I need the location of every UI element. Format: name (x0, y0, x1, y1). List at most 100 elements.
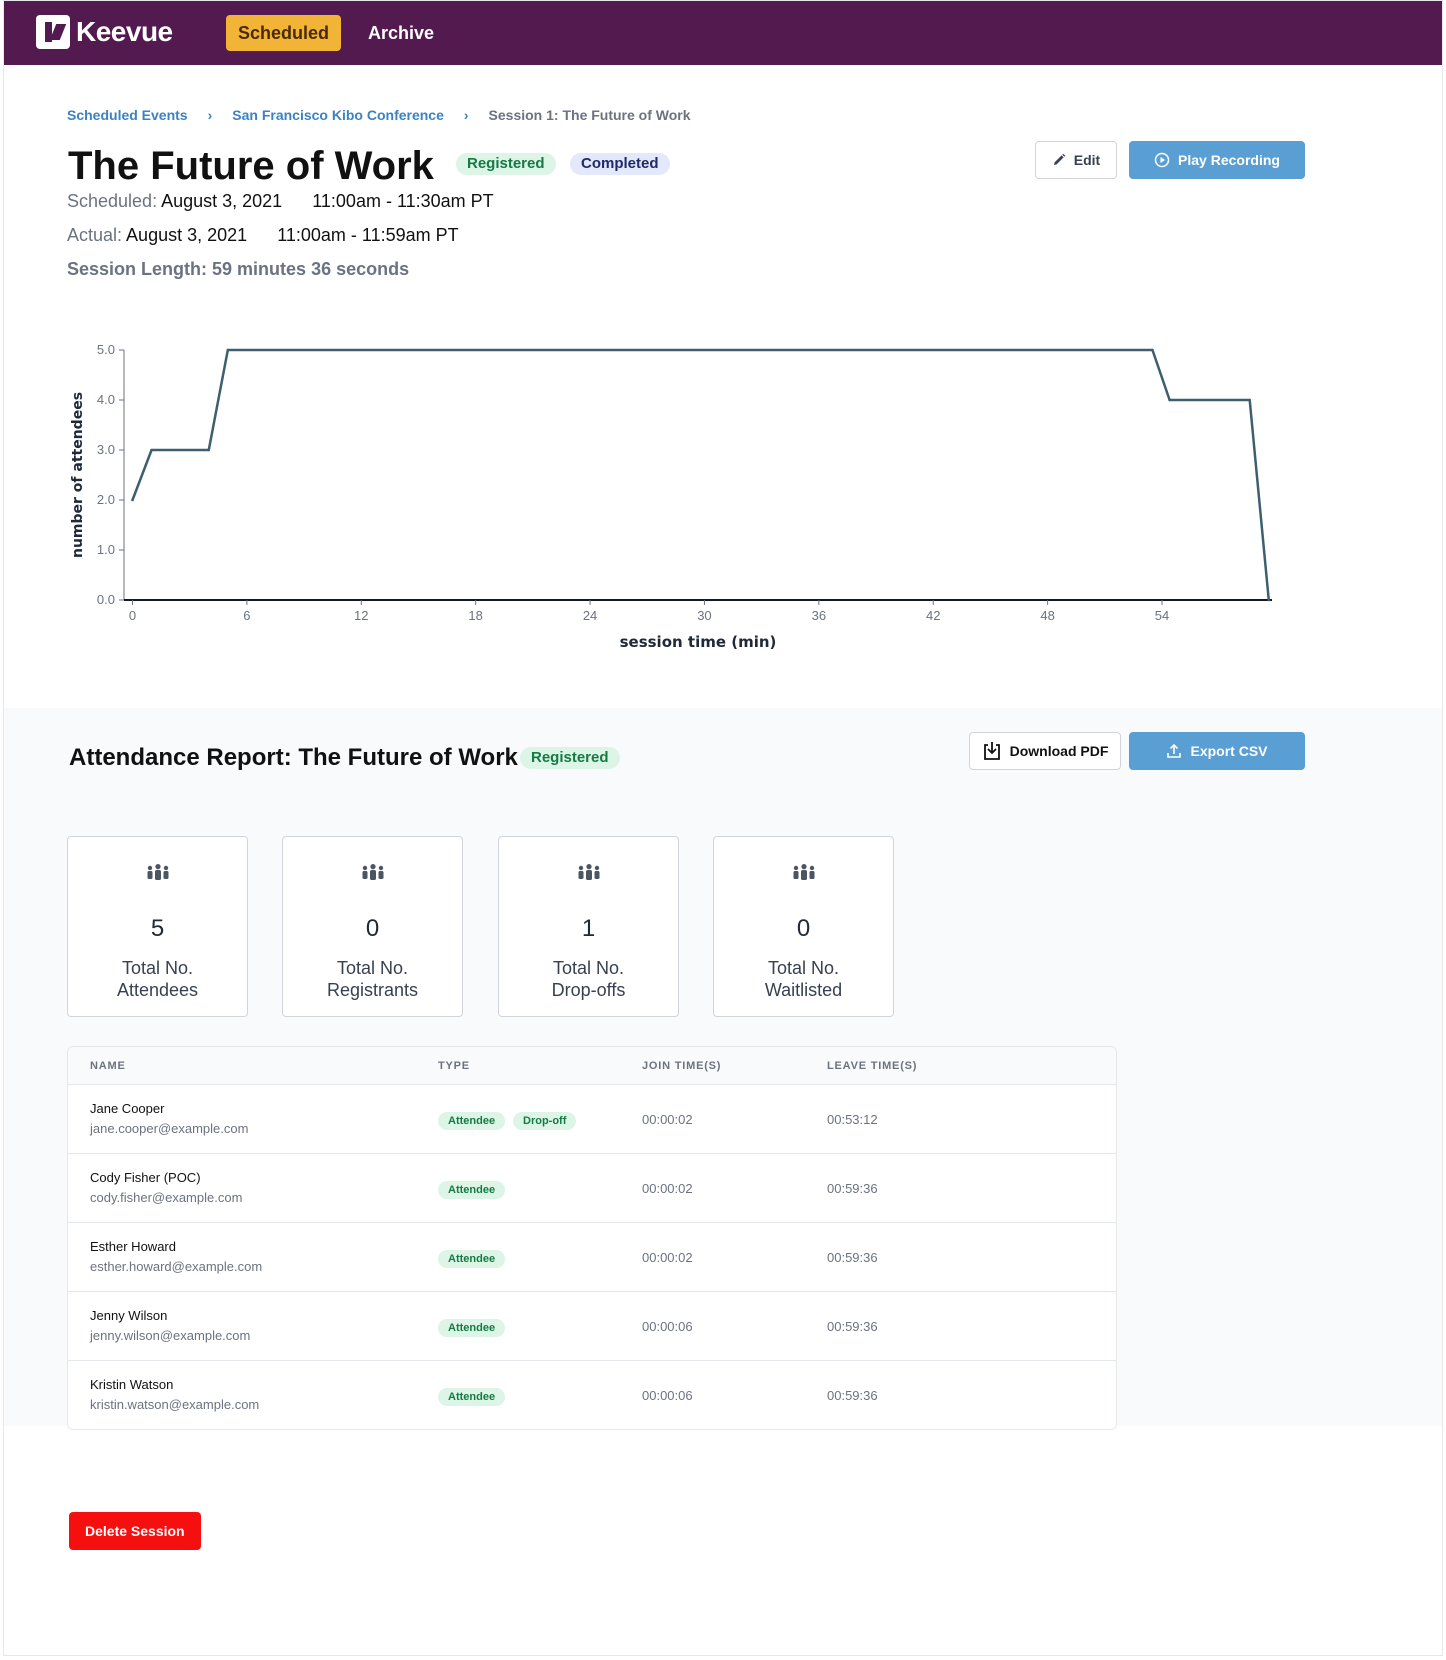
nav-tab-archive[interactable]: Archive (368, 23, 435, 43)
leave-time: 00:59:36 (827, 1388, 878, 1403)
table-row[interactable]: Kristin Watson kristin.watson@example.co… (68, 1361, 1116, 1429)
data-point (150, 448, 153, 452)
attendee-name: Jane Cooper (90, 1101, 165, 1116)
join-time: 00:00:06 (642, 1388, 693, 1403)
attendee-email: esther.howard@example.com (90, 1259, 263, 1274)
table-row[interactable]: Esther Howard esther.howard@example.com … (68, 1223, 1116, 1292)
scheduled-date: August 3, 2021 (161, 191, 283, 211)
chart-y-axis-label: number of attendees (70, 392, 86, 558)
join-time: 00:00:02 (642, 1250, 693, 1265)
people-group-icon (714, 863, 893, 883)
leave-time: 00:59:36 (827, 1181, 878, 1196)
breadcrumb-current: Session 1: The Future of Work (488, 107, 691, 123)
stat-value: 1 (581, 915, 596, 942)
attendee-name: Kristin Watson (90, 1377, 174, 1392)
play-recording-button[interactable]: Play Recording (1129, 141, 1305, 179)
type-tag-attendee: Attendee (438, 1181, 506, 1199)
people-group-icon (499, 863, 678, 883)
data-point (226, 348, 230, 352)
data-point (207, 448, 211, 452)
keevue-logo-icon (36, 15, 70, 49)
report-title: Attendance Report: The Future of Work (69, 744, 518, 771)
session-length-value: 59 minutes 36 seconds (212, 259, 410, 279)
status-badge-completed: Completed (570, 153, 670, 175)
column-header-name[interactable]: NAME (90, 1060, 126, 1072)
top-nav: Keevue Scheduled Archive (4, 1, 1442, 65)
x-tick-label: 36 (812, 608, 826, 623)
table-header: NAME TYPE JOIN TIME(S) LEAVE TIME(S) (68, 1047, 1116, 1085)
chart-x-axis-label: session time (min) (620, 633, 777, 651)
attendee-name: Cody Fisher (POC) (90, 1170, 201, 1185)
export-csv-label: Export CSV (1190, 743, 1268, 759)
type-tag-attendee: Attendee (438, 1250, 506, 1268)
attendance-chart: 0.0 1.0 2.0 3.0 4.0 5.0 0 6 12 18 24 30 36 42 48 54 sess… (70, 342, 1272, 651)
stat-label: Total No. Drop-offs (551, 958, 626, 1000)
play-circle-icon (1154, 152, 1170, 168)
report-status-badge: Registered (520, 747, 620, 769)
chevron-right-icon: › (463, 107, 469, 123)
x-tick-label: 24 (583, 608, 597, 623)
delete-session-button[interactable]: Delete Session (69, 1512, 201, 1550)
data-point (1168, 398, 1171, 402)
logo[interactable]: Keevue (36, 15, 173, 49)
data-point (1248, 398, 1251, 402)
edit-button-label: Edit (1073, 152, 1101, 168)
download-icon (983, 742, 1000, 760)
scheduled-info: Scheduled: August 3, 2021 11:00am - 11:3… (67, 191, 494, 212)
stat-label: Total No. Registrants (326, 958, 419, 1000)
y-tick-label: 2.0 (97, 492, 115, 507)
y-tick-label: 4.0 (97, 392, 115, 407)
stat-value: 5 (150, 915, 165, 942)
export-csv-button[interactable]: Export CSV (1129, 732, 1305, 770)
attendee-name: Esther Howard (90, 1239, 176, 1254)
stat-label: Total No. Waitlisted (764, 958, 843, 1000)
upload-icon (1167, 743, 1182, 758)
x-tick-label: 18 (468, 608, 482, 623)
actual-time: 11:00am - 11:59am PT (277, 225, 459, 245)
join-time: 00:00:06 (642, 1319, 693, 1334)
stat-card-registrants: 0 Total No. Registrants (282, 836, 463, 1017)
attendee-email: kristin.watson@example.com (90, 1397, 260, 1412)
page-title: The Future of Work (68, 144, 434, 188)
attendee-email: cody.fisher@example.com (90, 1190, 243, 1205)
download-pdf-button[interactable]: Download PDF (969, 732, 1121, 770)
download-pdf-label: Download PDF (1009, 743, 1109, 759)
stat-card-drop-offs: 1 Total No. Drop-offs (498, 836, 679, 1017)
actual-info: Actual: August 3, 2021 11:00am - 11:59am… (67, 225, 459, 246)
page-frame: Keevue Scheduled Archive Scheduled Event… (3, 0, 1443, 1656)
table-row[interactable]: Jane Cooper jane.cooper@example.com Atte… (68, 1085, 1116, 1154)
x-tick-label: 0 (129, 608, 136, 623)
data-point (1267, 598, 1271, 602)
edit-button[interactable]: Edit (1035, 141, 1117, 179)
join-time: 00:00:02 (642, 1112, 693, 1127)
play-recording-label: Play Recording (1178, 152, 1280, 168)
table-row[interactable]: Jenny Wilson jenny.wilson@example.com At… (68, 1292, 1116, 1361)
stat-value: 0 (796, 915, 811, 942)
actual-date: August 3, 2021 (126, 225, 248, 245)
breadcrumb: Scheduled Events › San Francisco Kibo Co… (67, 107, 691, 123)
type-tag-drop-off: Drop-off (513, 1112, 577, 1130)
people-group-icon (283, 863, 462, 883)
stat-card-attendees: 5 Total No. Attendees (67, 836, 248, 1017)
chevron-right-icon: › (207, 107, 213, 123)
column-header-type[interactable]: TYPE (438, 1060, 470, 1072)
session-length-label: Session Length: (67, 259, 208, 279)
scheduled-label: Scheduled: (67, 191, 158, 211)
pencil-icon (1053, 153, 1065, 165)
attendee-email: jenny.wilson@example.com (90, 1328, 251, 1343)
logo-text: Keevue (76, 16, 173, 47)
column-header-leave-time[interactable]: LEAVE TIME(S) (827, 1060, 918, 1072)
nav-tab-scheduled[interactable]: Scheduled (226, 15, 342, 51)
x-tick-label: 54 (1155, 608, 1169, 623)
table-row[interactable]: Cody Fisher (POC) cody.fisher@example.co… (68, 1154, 1116, 1223)
y-tick-label: 5.0 (97, 342, 115, 357)
column-header-join-time[interactable]: JOIN TIME(S) (642, 1060, 722, 1072)
x-tick-label: 12 (354, 608, 368, 623)
attendee-count-line (131, 348, 1271, 601)
people-group-icon (68, 863, 247, 883)
leave-time: 00:59:36 (827, 1250, 878, 1265)
breadcrumb-scheduled-events[interactable]: Scheduled Events (67, 107, 188, 123)
breadcrumb-conference[interactable]: San Francisco Kibo Conference (232, 107, 444, 123)
type-tag-attendee: Attendee (438, 1112, 506, 1130)
x-tick-label: 30 (697, 608, 711, 623)
